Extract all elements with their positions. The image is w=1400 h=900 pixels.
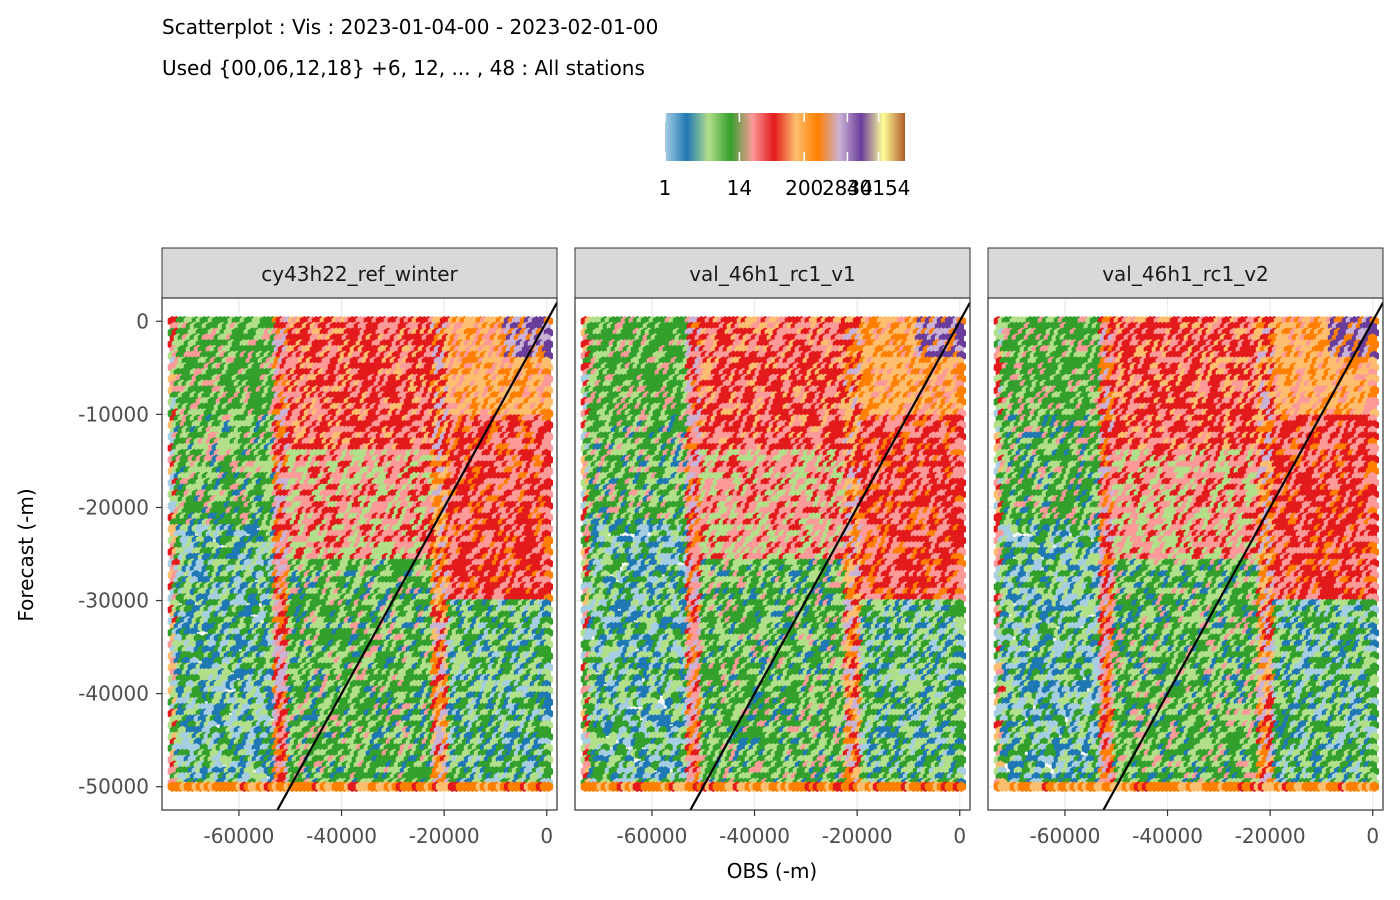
chart-title: Scatterplot : Vis : 2023-01-04-00 - 2023… <box>162 15 658 39</box>
facet-strip-label: cy43h22_ref_winter <box>261 262 458 286</box>
legend-tick-label: 40154 <box>847 176 911 200</box>
legend-tick-label: 2834 <box>822 176 873 200</box>
legend-tick-label: 14 <box>727 176 752 200</box>
facet-strip <box>161 247 558 299</box>
hexbin-layer <box>167 316 553 792</box>
legend-colorbar <box>665 113 905 161</box>
legend-tick-label: 1 <box>659 176 672 200</box>
legend-tick-label: 200 <box>785 176 823 200</box>
facet-panel: cy43h22_ref_winter-60000 -40000 -20000 00-1… <box>78 247 558 848</box>
chart-subtitle: Used {00,06,12,18} +6, 12, ... , 48 : Al… <box>162 56 645 80</box>
facet-panels: cy43h22_ref_winter-60000 -40000 -20000 00-1… <box>78 247 1384 848</box>
